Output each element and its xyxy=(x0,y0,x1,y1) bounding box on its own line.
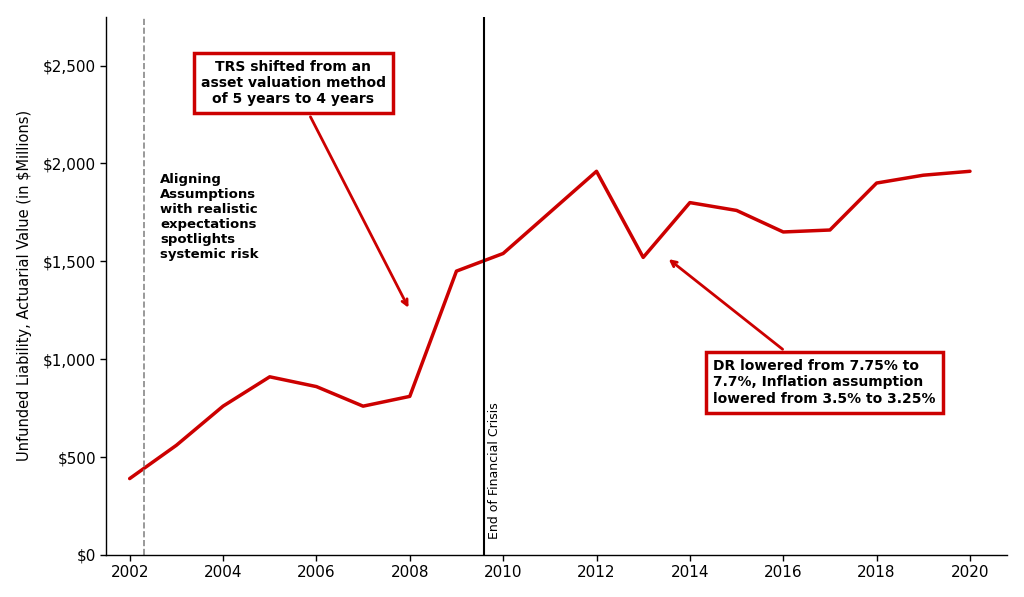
Text: TRS shifted from an
asset valuation method
of 5 years to 4 years: TRS shifted from an asset valuation meth… xyxy=(201,60,408,305)
Text: End of Financial Crisis: End of Financial Crisis xyxy=(487,402,501,539)
Text: DR lowered from 7.75% to
7.7%, Inflation assumption
lowered from 3.5% to 3.25%: DR lowered from 7.75% to 7.7%, Inflation… xyxy=(671,261,936,405)
Text: Aligning
Assumptions
with realistic
expectations
spotlights
systemic risk: Aligning Assumptions with realistic expe… xyxy=(160,173,258,261)
Y-axis label: Unfunded Liability, Actuarial Value (in $Millions): Unfunded Liability, Actuarial Value (in … xyxy=(16,110,32,461)
